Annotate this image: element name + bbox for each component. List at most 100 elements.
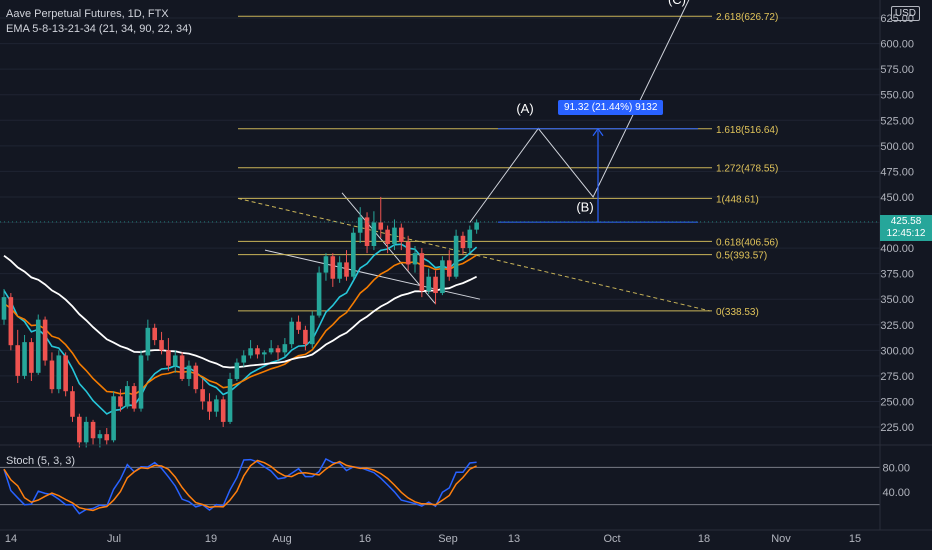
ema-slow-line — [3, 254, 477, 369]
wave-projection: (A) (B) (C) — [469, 0, 690, 223]
candle-body — [275, 348, 281, 353]
candle — [392, 219, 397, 251]
wave-label: (B) — [576, 199, 593, 214]
candle-body — [323, 256, 329, 273]
candle — [118, 389, 123, 412]
price-tick-label: 350.00 — [880, 294, 914, 306]
currency-badge[interactable]: USD — [890, 6, 920, 21]
candle — [70, 386, 75, 422]
grid — [0, 17, 880, 428]
candle — [207, 393, 212, 420]
candle — [15, 329, 20, 384]
candle-body — [364, 217, 370, 247]
candle — [330, 253, 336, 287]
price-tick-label: 525.00 — [880, 115, 914, 127]
price-tick-label: 325.00 — [880, 320, 914, 332]
candle — [145, 319, 151, 361]
price-range-measure — [0, 127, 880, 223]
trendlines — [237, 192, 711, 312]
price-tick-label: 450.00 — [880, 192, 914, 204]
stoch-d-line — [3, 459, 477, 512]
candle-body — [220, 399, 226, 422]
candle-body — [63, 355, 68, 392]
candle-body — [35, 319, 41, 373]
candle — [316, 266, 322, 318]
stoch-tick-label: 80.00 — [882, 462, 910, 474]
fib-level-label: 0.618(406.56) — [716, 237, 778, 248]
candle-body — [316, 272, 322, 316]
price-tick-label: 400.00 — [880, 243, 914, 255]
time-tick-label: 15 — [849, 533, 861, 545]
candle-body — [138, 355, 144, 409]
candle — [83, 416, 89, 448]
candle — [241, 350, 247, 367]
ema-fast-line — [3, 243, 478, 415]
time-tick-label: Nov — [771, 533, 791, 545]
candle-body — [433, 276, 438, 294]
candle — [234, 358, 240, 381]
time-tick-label: 13 — [508, 533, 520, 545]
dashed-trendline — [237, 197, 711, 312]
fib-level-label: 1.272(478.55) — [716, 164, 778, 175]
candle — [446, 250, 452, 281]
candle — [289, 317, 294, 349]
candle-body — [241, 355, 247, 363]
candle — [275, 345, 281, 361]
candle — [467, 225, 473, 254]
current-price-tag: 425.58 12:45:12 — [880, 215, 932, 241]
candle — [125, 380, 130, 409]
candle-body — [29, 342, 34, 373]
time-tick-label: Sep — [438, 533, 458, 545]
candle — [35, 314, 41, 375]
candle-body — [234, 362, 240, 379]
stochastic-pane: 80.00 40.00 — [0, 457, 910, 515]
candle — [405, 235, 411, 271]
candle — [255, 345, 260, 359]
candle-body — [118, 396, 123, 407]
candle-body — [385, 229, 390, 244]
time-tick-label: 19 — [205, 533, 217, 545]
candle-body — [392, 227, 397, 244]
candle — [193, 362, 199, 394]
candle-body — [378, 222, 384, 230]
candle — [159, 331, 164, 355]
candle — [399, 223, 404, 251]
candle — [412, 246, 418, 273]
candle — [351, 227, 356, 279]
candle-body — [159, 340, 164, 351]
candle-body — [371, 222, 377, 247]
candle-body — [357, 217, 363, 233]
candle-body — [70, 391, 75, 417]
measure-arrow-head — [592, 127, 604, 137]
candle — [385, 225, 390, 254]
candle-body — [255, 348, 260, 355]
candle — [371, 211, 377, 251]
current-price: 425.58 — [890, 216, 922, 227]
candle — [282, 338, 288, 357]
price-tick-label: 275.00 — [880, 371, 914, 383]
candle — [227, 372, 233, 424]
candle — [357, 207, 363, 243]
candle-body — [15, 345, 20, 376]
candle-body — [426, 276, 431, 292]
candle-body — [248, 348, 253, 356]
fib-level-label: 1(448.61) — [716, 194, 759, 205]
fib-level-label: 1.618(516.64) — [716, 125, 778, 136]
candle-body — [145, 327, 151, 356]
candle — [56, 350, 62, 394]
candle-body — [419, 253, 425, 292]
candle — [214, 395, 219, 417]
candle — [186, 360, 192, 387]
candle-body — [49, 360, 55, 390]
candle-body — [56, 355, 62, 390]
candle-body — [309, 315, 315, 345]
candle — [152, 323, 157, 346]
candle-body — [77, 416, 82, 443]
candle — [22, 334, 27, 379]
candle-body — [214, 399, 219, 412]
ema-lines — [3, 243, 478, 415]
price-tick-label: 250.00 — [880, 396, 914, 408]
candle-body — [172, 355, 178, 366]
fib-level-label: 0.5(393.57) — [716, 251, 767, 262]
